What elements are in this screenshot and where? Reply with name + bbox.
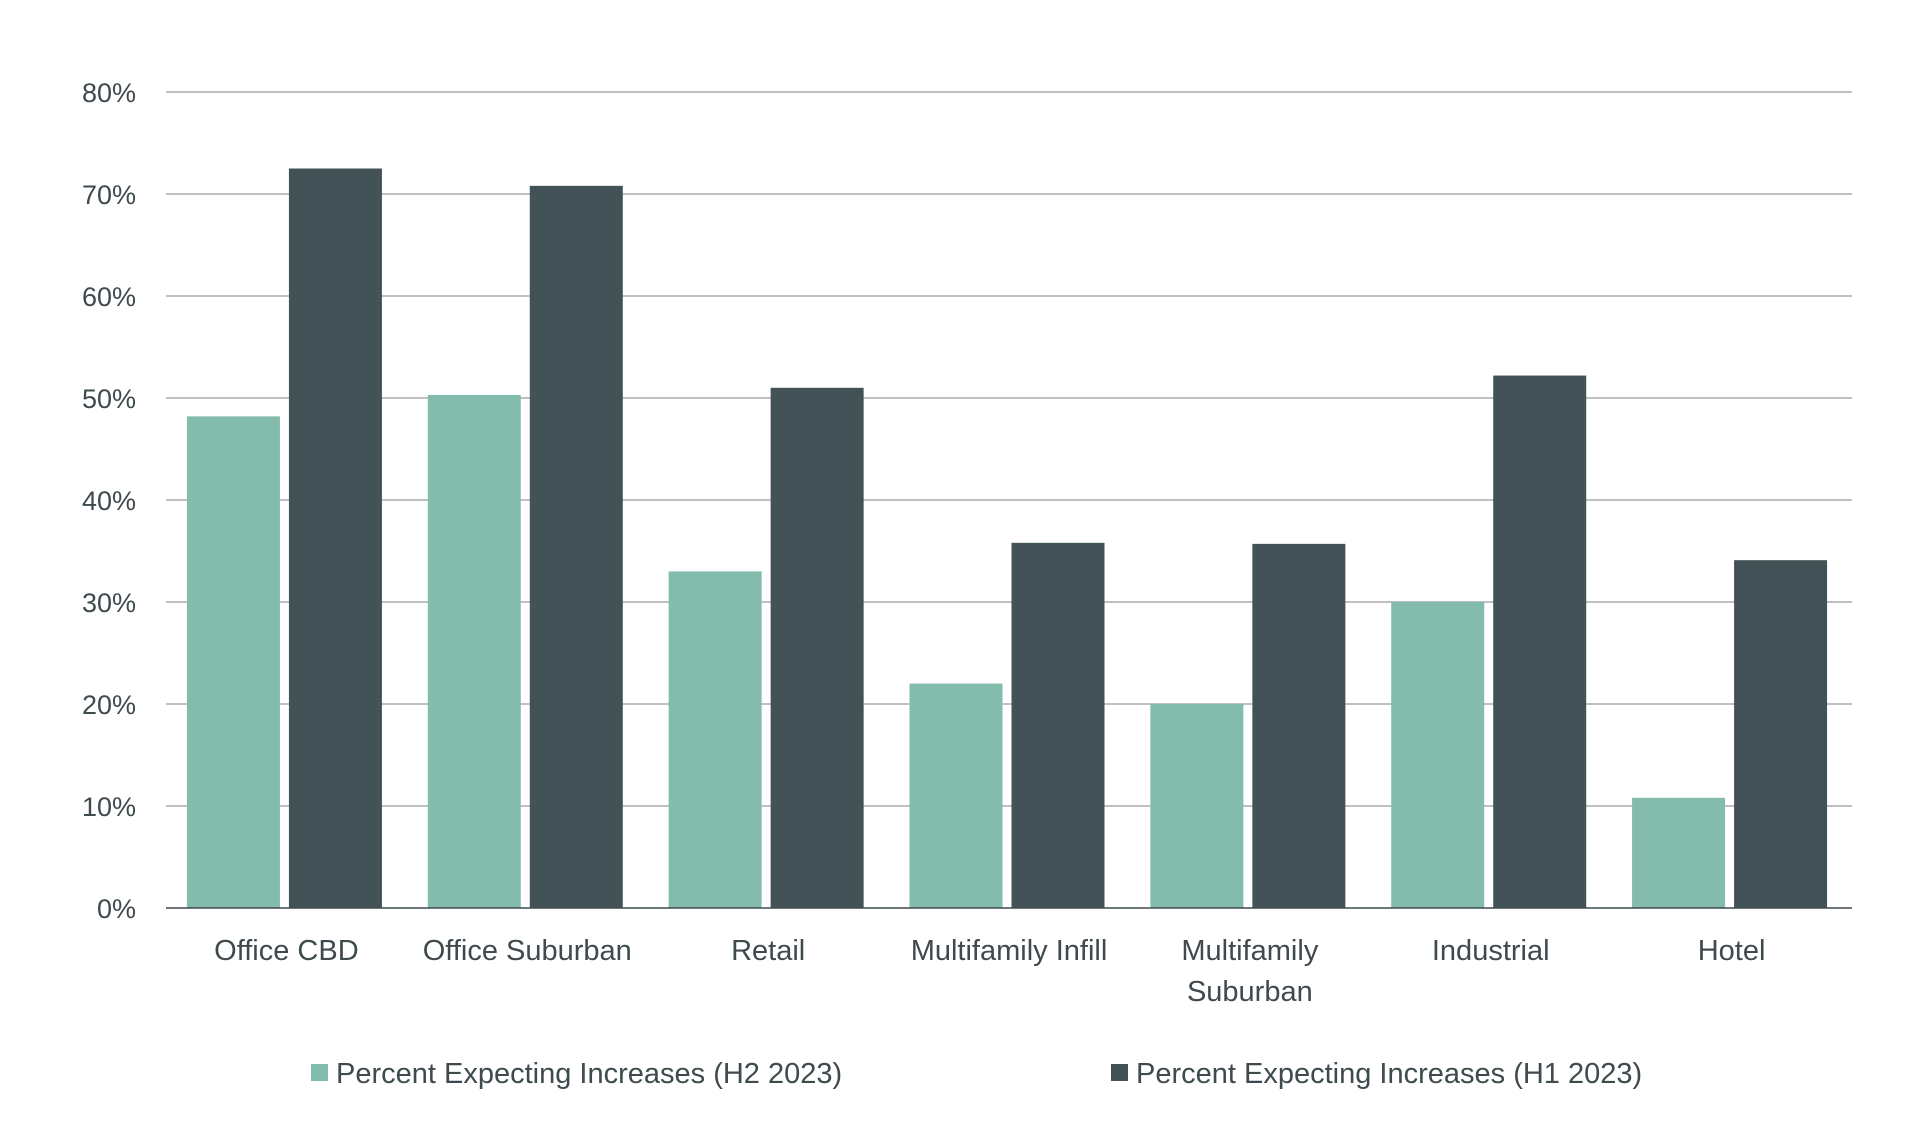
bar-h2-2023 bbox=[909, 683, 1003, 908]
x-category-label: Industrial bbox=[1432, 935, 1550, 967]
bar-h1-2023 bbox=[770, 387, 864, 908]
legend-label: Percent Expecting Increases (H1 2023) bbox=[1136, 1058, 1642, 1090]
y-tick-label: 10% bbox=[82, 792, 136, 822]
legend: Percent Expecting Increases (H2 2023) Per… bbox=[311, 1058, 1642, 1090]
x-category-label: Retail bbox=[731, 935, 805, 967]
bar-h2-2023 bbox=[1632, 797, 1726, 908]
x-category-label: Multifamily Suburban bbox=[1181, 935, 1318, 1008]
x-category-label: Hotel bbox=[1698, 935, 1766, 967]
legend-label: Percent Expecting Increases (H2 2023) bbox=[336, 1058, 842, 1090]
legend-swatch bbox=[1111, 1064, 1128, 1081]
bar-h2-2023 bbox=[186, 416, 280, 908]
legend-swatch bbox=[311, 1064, 328, 1081]
y-tick-label: 50% bbox=[82, 384, 136, 414]
bar-h2-2023 bbox=[668, 571, 762, 908]
bar-h1-2023 bbox=[1252, 543, 1346, 908]
gridlines bbox=[166, 91, 1852, 807]
x-category-label: Office CBD bbox=[214, 935, 359, 967]
bar-h1-2023 bbox=[1734, 560, 1828, 908]
bar-h1-2023 bbox=[529, 185, 623, 909]
bar-h1-2023 bbox=[1011, 542, 1105, 908]
x-category-label: Office Suburban bbox=[423, 935, 632, 967]
y-tick-label: 0% bbox=[97, 894, 136, 924]
bar-h1-2023 bbox=[1493, 375, 1587, 908]
bar-h2-2023 bbox=[1391, 602, 1485, 908]
bar-h1-2023 bbox=[288, 168, 382, 908]
y-tick-label: 70% bbox=[82, 180, 136, 210]
x-category-label: Multifamily Infill bbox=[911, 935, 1108, 967]
y-tick-label: 30% bbox=[82, 588, 136, 618]
bars bbox=[186, 168, 1828, 909]
y-tick-label: 20% bbox=[82, 690, 136, 720]
bar-h2-2023 bbox=[1150, 704, 1244, 908]
y-tick-label: 80% bbox=[82, 78, 136, 108]
y-tick-label: 40% bbox=[82, 486, 136, 516]
y-tick-label: 60% bbox=[82, 282, 136, 312]
bar-h2-2023 bbox=[427, 394, 521, 908]
axes: 0% 10% 20% 30% 40% 50% 60% 70% 80% Office CBD Offi… bbox=[82, 78, 1852, 1008]
